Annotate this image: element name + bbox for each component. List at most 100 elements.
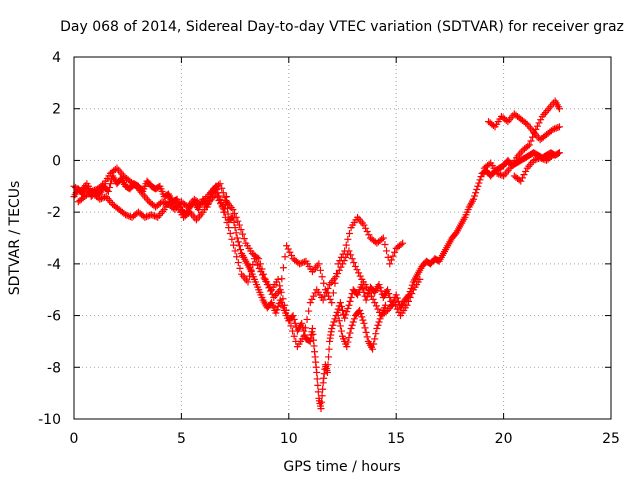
data-point xyxy=(549,151,557,159)
data-point xyxy=(347,325,355,332)
data-point xyxy=(536,154,544,162)
data-point xyxy=(360,221,368,229)
data-point xyxy=(397,240,405,248)
data-point xyxy=(530,156,538,164)
data-point xyxy=(547,153,555,161)
axis-ticks xyxy=(73,56,612,420)
data-point xyxy=(363,333,371,341)
data-point xyxy=(144,212,152,220)
data-point xyxy=(234,238,242,246)
data-point xyxy=(391,248,399,256)
data-point xyxy=(416,275,424,283)
data-point xyxy=(329,321,337,329)
data-point xyxy=(399,239,407,247)
data-point xyxy=(126,213,134,221)
data-point xyxy=(314,381,322,389)
data-point xyxy=(319,385,327,393)
data-point xyxy=(330,318,338,326)
data-point xyxy=(244,278,252,286)
data-point xyxy=(318,273,326,281)
data-point xyxy=(551,125,559,133)
data-point xyxy=(308,295,316,303)
data-point xyxy=(325,353,333,361)
data-point xyxy=(232,213,240,221)
data-point xyxy=(122,211,130,219)
data-point xyxy=(375,318,383,326)
data-point xyxy=(310,292,318,300)
data-point xyxy=(169,204,177,212)
data-point xyxy=(379,234,387,242)
data-point xyxy=(356,306,364,314)
data-point xyxy=(502,116,510,124)
data-point xyxy=(152,213,160,221)
data-point xyxy=(326,295,334,303)
data-point xyxy=(149,211,157,219)
data-point xyxy=(228,214,236,222)
data-point xyxy=(347,251,355,259)
data-point xyxy=(346,297,354,305)
data-point xyxy=(234,259,242,267)
data-point xyxy=(287,322,295,330)
data-point xyxy=(375,281,383,289)
data-point xyxy=(284,312,292,320)
data-point xyxy=(408,290,416,298)
data-point xyxy=(538,154,546,162)
data-point xyxy=(374,321,382,329)
data-point xyxy=(393,305,401,313)
data-point xyxy=(96,195,104,203)
series-1 xyxy=(70,149,563,413)
data-point xyxy=(105,184,113,192)
data-point xyxy=(344,338,352,346)
data-point xyxy=(246,272,254,280)
data-point xyxy=(350,315,358,323)
data-point xyxy=(348,321,356,329)
data-point xyxy=(532,125,540,133)
data-point xyxy=(258,265,266,273)
data-point xyxy=(335,317,343,325)
data-point xyxy=(322,288,330,296)
data-point xyxy=(349,318,357,326)
y-tick-label: -4 xyxy=(47,257,61,273)
data-point xyxy=(555,123,563,131)
data-point xyxy=(182,202,190,210)
data-point xyxy=(306,299,314,307)
x-axis-label: GPS time / hours xyxy=(283,459,400,475)
data-point xyxy=(233,234,241,242)
data-point xyxy=(225,224,233,232)
data-point xyxy=(381,240,389,248)
data-point xyxy=(496,171,504,179)
data-point xyxy=(362,296,370,304)
data-point xyxy=(214,181,222,189)
data-point xyxy=(549,125,557,133)
data-point xyxy=(296,260,304,268)
series-2 xyxy=(70,110,563,307)
data-point xyxy=(347,293,355,301)
data-point xyxy=(220,208,228,216)
data-point xyxy=(390,299,398,307)
data-point xyxy=(321,292,329,300)
data-point xyxy=(348,255,356,263)
data-point xyxy=(87,187,95,195)
data-point xyxy=(359,316,367,324)
data-point xyxy=(228,235,236,243)
data-point xyxy=(300,332,308,340)
data-point xyxy=(405,297,413,305)
data-point xyxy=(315,260,323,268)
data-point xyxy=(495,170,503,178)
data-point xyxy=(218,184,226,192)
data-point xyxy=(223,218,231,226)
y-tick-label: -6 xyxy=(47,309,61,325)
data-point xyxy=(336,299,344,307)
data-point xyxy=(474,182,482,190)
data-point xyxy=(226,229,234,237)
data-point xyxy=(107,180,115,188)
data-point xyxy=(284,245,292,253)
data-point xyxy=(383,247,391,255)
data-point xyxy=(529,133,537,141)
data-point xyxy=(272,309,280,317)
data-point xyxy=(260,270,268,278)
data-point xyxy=(339,260,346,268)
data-point xyxy=(240,235,248,243)
data-point xyxy=(369,295,377,303)
